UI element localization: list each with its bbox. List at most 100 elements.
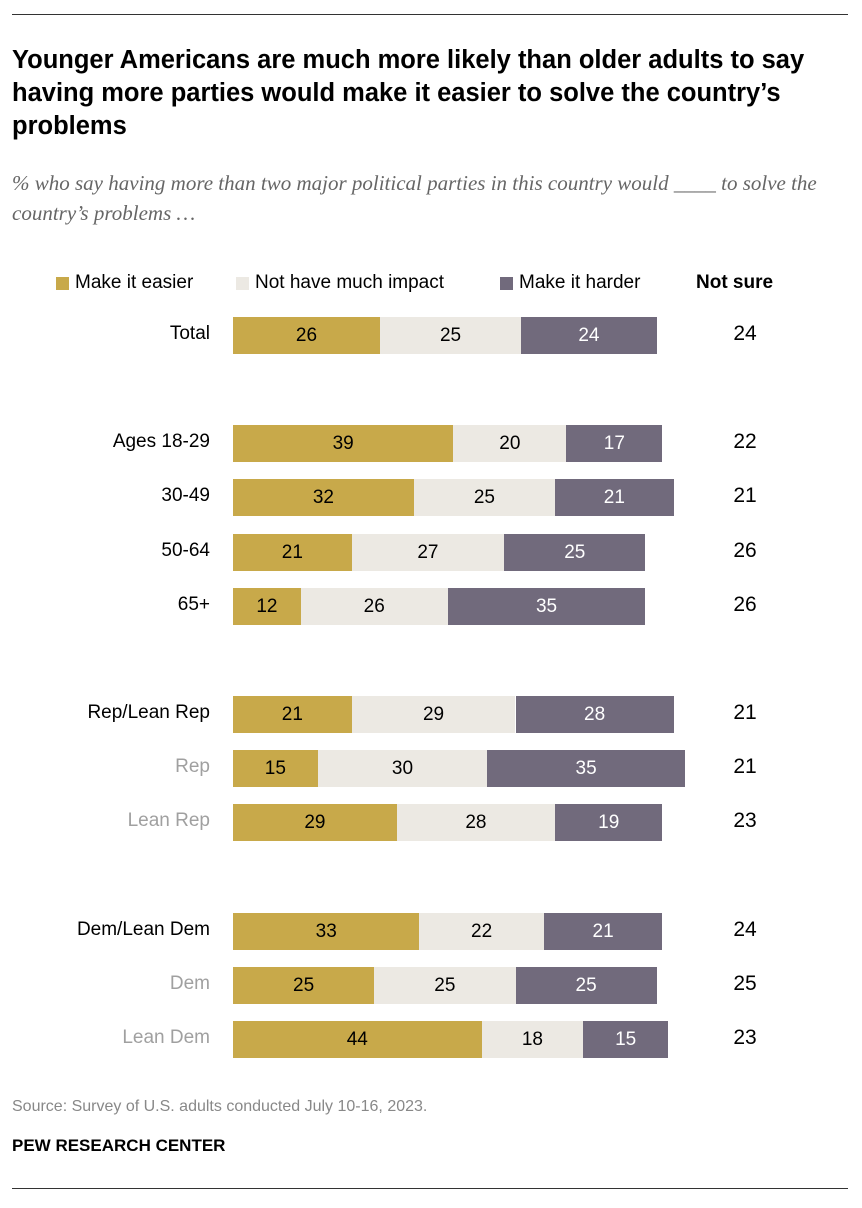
data-label: 25 [564,541,586,563]
not-sure-value: 24 [733,918,757,941]
data-label: 29 [422,703,445,725]
data-label: 15 [264,757,286,779]
bar-no-impact: 26 [300,588,448,625]
data-label: 21 [281,541,303,563]
not-sure-header: Not sure [696,272,774,293]
not-sure-value: 21 [733,701,757,724]
data-label: 12 [256,595,278,617]
data-label: 20 [499,432,521,454]
legend-harder: Make it harder [500,272,640,294]
bar-harder: 28 [515,696,674,733]
data-label: 25 [293,974,315,996]
row-label: Dem [169,973,210,994]
legend-label: Make it easier [75,272,194,293]
legend-easier: Make it easier [56,272,193,294]
legend-swatch [500,276,513,290]
bar-no-impact: 27 [351,534,505,571]
bar-harder: 25 [504,534,646,571]
bar-easier: 25 [233,967,375,1004]
bar-no-impact: 28 [396,804,556,841]
bar-easier: 29 [233,804,397,841]
bar-no-impact: 18 [481,1021,584,1058]
legend-label: Make it harder [519,272,641,293]
data-label: 19 [598,811,620,833]
not-sure-value: 25 [733,972,757,995]
bar-easier: 32 [233,479,414,516]
not-sure-value: 23 [733,1026,757,1049]
legend-no-impact: Not have much impact [236,272,444,294]
row-label: Lean Rep [127,810,210,831]
data-label: 25 [439,324,462,346]
data-label: 33 [315,920,337,942]
not-sure-value: 26 [733,539,757,562]
row-label: 65+ [177,594,210,615]
legend-swatch [56,276,69,290]
not-sure-value: 21 [733,755,757,778]
bar-harder: 17 [566,425,663,462]
bar-harder: 19 [555,804,663,841]
data-label: 28 [465,811,487,833]
chart-title: Younger Americans are much more likely t… [12,46,805,140]
bar-easier: 44 [233,1021,482,1058]
row-label: Rep [175,756,210,777]
bar-easier: 33 [233,913,420,950]
bar-no-impact: 25 [379,317,522,354]
data-label: 27 [417,541,439,563]
not-sure-value: 26 [733,593,757,616]
data-label: 35 [575,757,597,779]
data-label: 17 [603,432,625,454]
bar-harder: 15 [583,1021,669,1058]
row-label: 30-49 [161,485,210,506]
bar-harder: 25 [515,967,657,1004]
not-sure-value: 23 [733,809,757,832]
bottom-rule [12,1188,848,1189]
data-label: 18 [521,1028,543,1050]
data-label: 25 [434,974,456,996]
data-label: 26 [363,595,385,617]
bar-harder: 21 [555,479,674,516]
data-label: 28 [584,703,606,725]
legend-label: Not have much impact [255,272,445,293]
bar-easier: 21 [233,534,352,571]
row-label: Ages 18-29 [112,431,210,452]
not-sure-value: 22 [733,430,757,453]
chart-subtitle: % who say having more than two major pol… [12,171,817,225]
data-label: 25 [575,974,597,996]
source-note: Source: Survey of U.S. adults conducted … [12,1098,428,1115]
data-label: 44 [346,1028,368,1050]
legend-swatch [236,276,249,290]
row-label: Rep/Lean Rep [87,702,210,723]
row-label: Total [169,323,210,344]
not-sure-value: 24 [733,322,757,345]
bar-easier: 12 [233,588,301,625]
top-rule [12,14,848,15]
bar-no-impact: 30 [317,750,488,787]
bar-harder: 35 [447,588,646,625]
data-label: 39 [332,432,354,454]
data-label: 32 [312,486,334,508]
bar-no-impact: 22 [419,913,544,950]
data-label: 24 [578,324,600,346]
brand-logo-text: PEW RESEARCH CENTER [12,1136,226,1155]
row-label: Dem/Lean Dem [76,919,210,940]
data-label: 35 [535,595,558,617]
bar-harder: 21 [543,913,663,950]
bar-no-impact: 20 [453,425,567,462]
bar-no-impact: 29 [351,696,516,733]
data-label: 26 [295,324,318,346]
row-label: 50-64 [161,540,210,561]
data-label: 21 [603,486,625,508]
bar-no-impact: 25 [374,967,516,1004]
not-sure-value: 21 [733,484,757,507]
data-label: 29 [304,811,326,833]
bar-harder: 35 [487,750,685,787]
bar-easier: 26 [233,317,380,354]
data-label: 21 [281,703,303,725]
row-label: Lean Dem [122,1027,210,1048]
data-label: 15 [615,1028,637,1050]
data-label: 25 [473,486,495,508]
data-label: 30 [391,757,414,779]
bar-easier: 21 [233,696,352,733]
bar-no-impact: 25 [413,479,556,516]
